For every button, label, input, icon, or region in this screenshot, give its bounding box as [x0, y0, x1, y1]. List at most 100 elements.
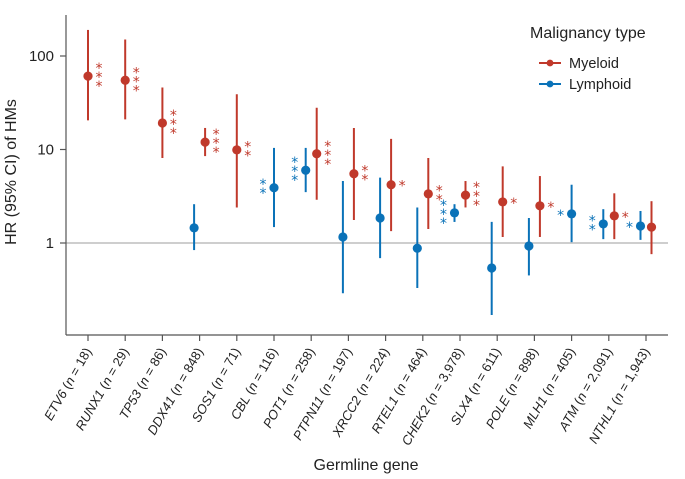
hr-point [232, 145, 242, 155]
hr-point [449, 208, 460, 218]
hr-point [487, 263, 497, 273]
data-point-myeloid [646, 201, 657, 255]
significance-star: * [213, 136, 220, 152]
data-point-myeloid: *** [312, 107, 331, 200]
significance-star: * [473, 189, 480, 205]
data-point-myeloid: *** [200, 127, 220, 161]
hr-point [301, 165, 311, 175]
significance-star: * [589, 213, 596, 229]
significance-star: * [96, 70, 103, 86]
data-point-myeloid: *** [83, 29, 103, 121]
significance-star: * [324, 148, 331, 164]
hr-point [157, 118, 167, 128]
hr-point [412, 243, 422, 253]
significance-star: * [324, 157, 331, 173]
significance-star: * [399, 179, 406, 195]
significance-star: * [96, 61, 103, 77]
x-axis-title: Germline gene [314, 457, 419, 474]
significance-star: * [260, 177, 267, 193]
data-point-lymphoid: ** [260, 147, 279, 228]
significance-star: * [440, 216, 447, 232]
significance-star: * [510, 196, 517, 212]
y-tick-label: 1 [46, 235, 54, 252]
significance-star: * [291, 155, 298, 171]
legend-label: Myeloid [569, 56, 619, 72]
y-axis-title: HR (95% CI) of HMs [3, 99, 20, 245]
hr-point [120, 75, 130, 85]
hr-point [189, 223, 199, 233]
significance-star: * [170, 126, 177, 142]
data-point-myeloid: *** [120, 39, 140, 120]
significance-star: * [260, 186, 267, 202]
significance-star: * [133, 83, 140, 99]
significance-star: * [133, 74, 140, 90]
significance-star: * [170, 108, 177, 124]
significance-star: * [473, 198, 480, 214]
legend-marker [546, 80, 554, 88]
data-point-myeloid: * [535, 176, 554, 237]
hr-point [609, 211, 619, 221]
data-point-lymphoid: * [557, 184, 577, 243]
data-point-myeloid: ** [232, 94, 251, 208]
data-point-myeloid: * [386, 138, 406, 232]
significance-star: * [244, 139, 251, 155]
significance-star: * [361, 172, 368, 188]
significance-star: * [589, 222, 596, 238]
hr-point [83, 71, 93, 81]
data-point-lymphoid [524, 218, 534, 276]
hr-point [375, 213, 385, 223]
significance-star: * [324, 139, 331, 155]
legend-title: Malignancy type [530, 25, 646, 42]
significance-star: * [440, 207, 447, 223]
hr-point [646, 222, 657, 232]
data-point-myeloid: * [498, 166, 517, 237]
data-point-lymphoid [189, 204, 199, 251]
y-tick-label: 100 [29, 48, 54, 65]
legend-marker [546, 59, 554, 67]
significance-star: * [96, 79, 103, 95]
data-point-myeloid: * [609, 193, 629, 240]
hr-point [338, 232, 348, 242]
data-point-myeloid: ** [423, 158, 443, 230]
hr-point [460, 190, 471, 200]
significance-star: * [291, 173, 298, 189]
significance-star: * [557, 208, 564, 224]
hr-point [524, 241, 534, 251]
hr-point [567, 209, 577, 219]
data-point-lymphoid: *** [440, 198, 460, 232]
hr-point [423, 189, 433, 199]
hr-point [200, 137, 210, 147]
hr-point [269, 183, 279, 193]
hr-point [635, 221, 646, 231]
legend-entry-lymphoid: Lymphoid [539, 77, 631, 93]
data-point-lymphoid [375, 177, 385, 259]
significance-star: * [626, 220, 633, 236]
significance-star: * [291, 164, 298, 180]
significance-star: * [213, 145, 220, 161]
data-point-lymphoid [487, 221, 497, 315]
hr-point [535, 201, 545, 211]
hr-point [349, 169, 359, 179]
legend-label: Lymphoid [569, 77, 631, 93]
data-point-myeloid: ** [349, 127, 368, 221]
significance-star: * [244, 148, 251, 164]
data-point-myeloid: *** [460, 180, 480, 214]
marks: ********* *** ***** ** * ***** * *********** ** * [83, 29, 657, 315]
significance-star: * [622, 210, 629, 226]
data-point-lymphoid [338, 181, 348, 294]
hr-point [312, 149, 322, 159]
significance-star: * [213, 127, 220, 143]
hr-point [598, 219, 608, 229]
significance-star: * [436, 183, 443, 199]
hr-point [386, 180, 396, 190]
hr-point [498, 197, 508, 207]
significance-star: * [133, 65, 140, 81]
legend-entry-myeloid: Myeloid [539, 56, 619, 72]
significance-star: * [170, 117, 177, 133]
significance-star: * [440, 198, 447, 214]
significance-star: * [436, 192, 443, 208]
data-point-lymphoid [412, 207, 422, 289]
significance-star: * [547, 200, 554, 216]
legend: Malignancy type Myeloid Lymphoid [530, 25, 646, 93]
